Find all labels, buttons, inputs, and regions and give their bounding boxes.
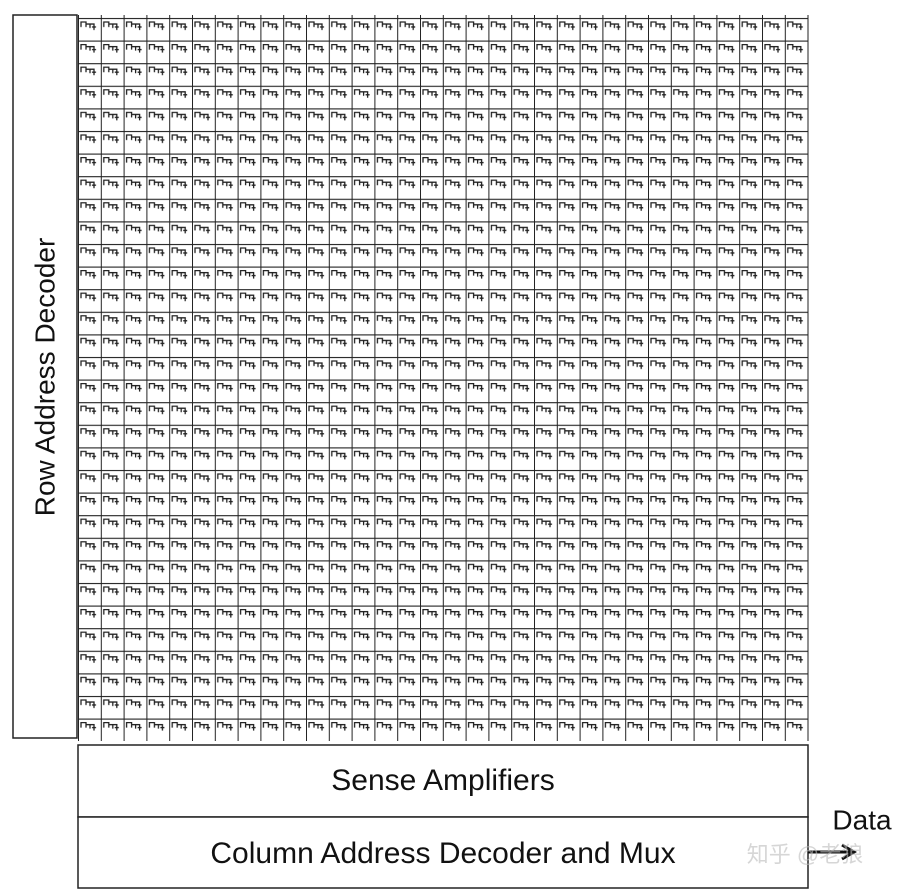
data-label: Data: [832, 804, 892, 835]
data-arrow: [808, 843, 857, 861]
row-decoder-label: Row Address Decoder: [29, 238, 60, 517]
sense-amplifiers-label: Sense Amplifiers: [331, 764, 554, 797]
column-decoder-label: Column Address Decoder and Mux: [210, 837, 675, 870]
column-decoder-box: [77, 816, 809, 889]
sense-amplifiers-box: [77, 744, 809, 818]
memory-cell-array: [78, 15, 808, 741]
watermark: 知乎 @老狼: [747, 842, 863, 867]
row-decoder-box: [12, 14, 78, 739]
